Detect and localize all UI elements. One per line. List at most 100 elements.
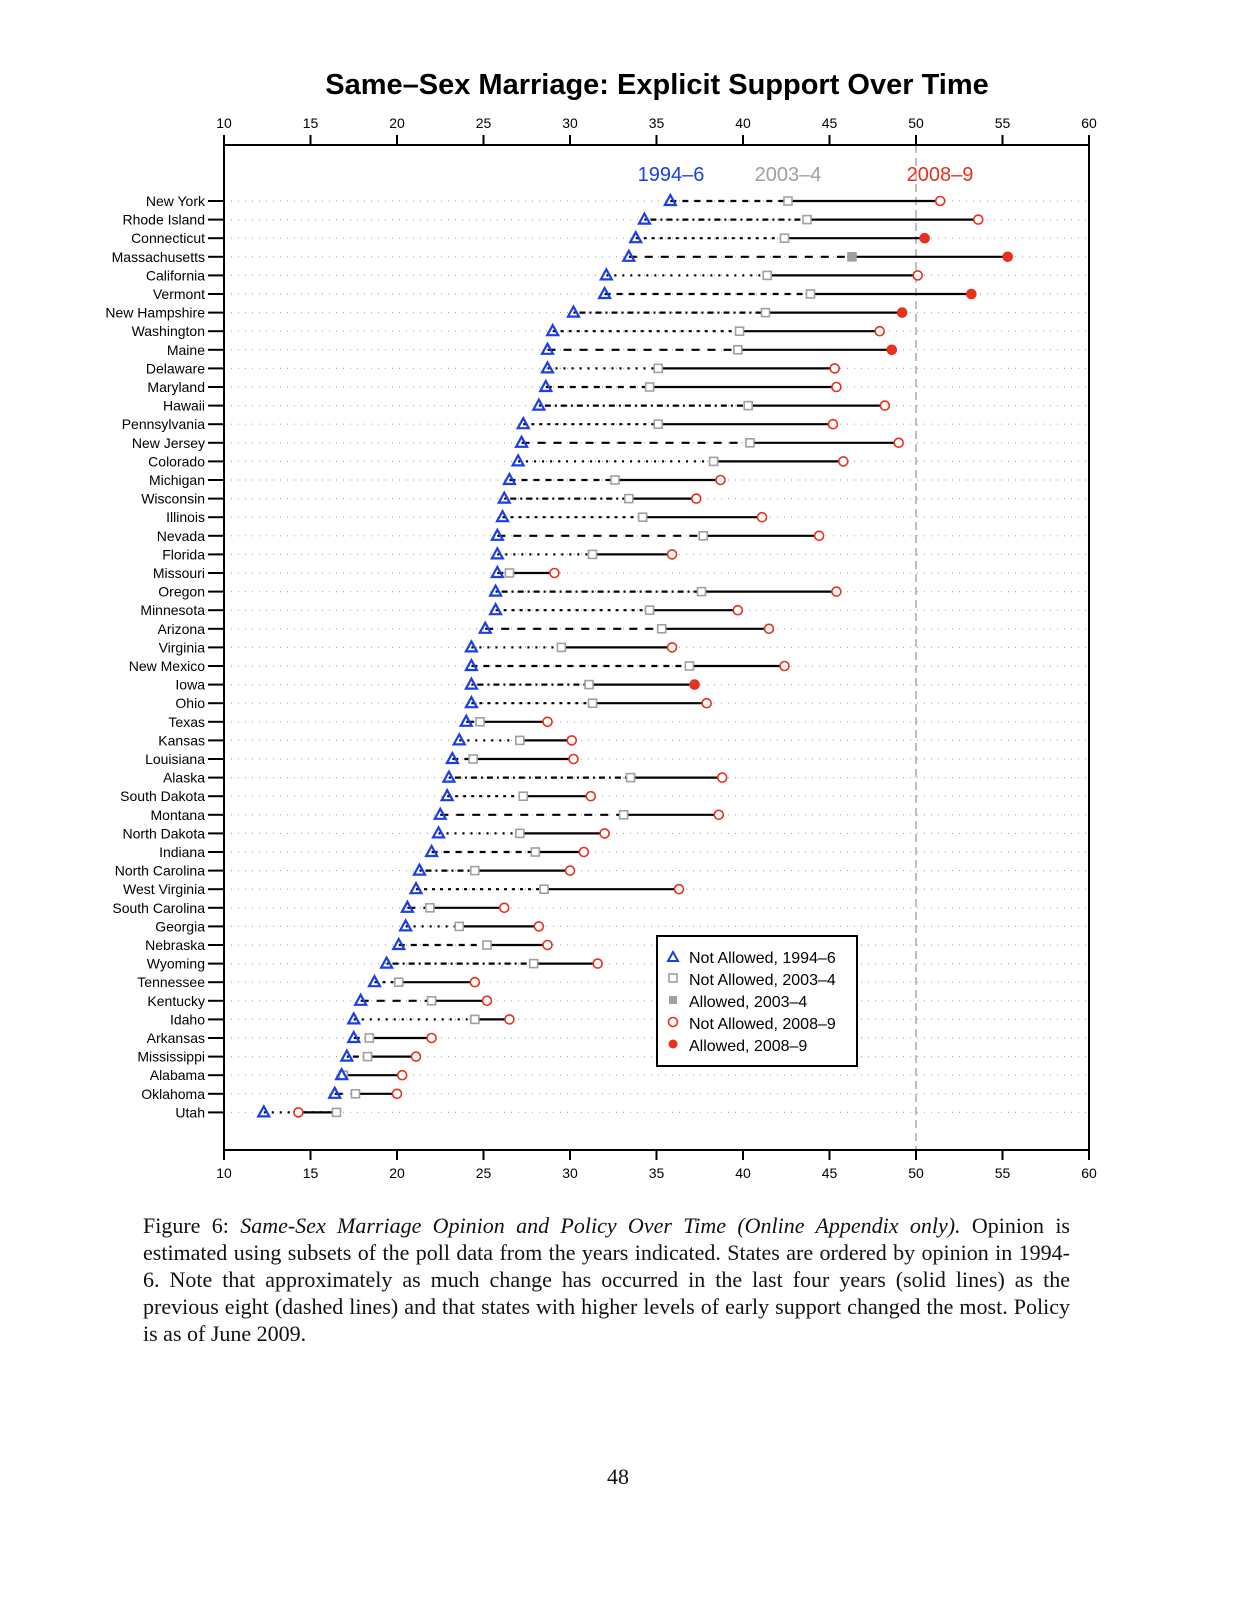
point-2008 bbox=[566, 735, 578, 746]
state-label: Connecticut bbox=[131, 230, 205, 246]
point-1994 bbox=[464, 639, 479, 653]
point-2003 bbox=[475, 716, 485, 727]
point-2008 bbox=[831, 586, 842, 597]
point-1994 bbox=[489, 527, 505, 541]
point-2008 bbox=[966, 288, 977, 300]
point-2008 bbox=[481, 995, 493, 1007]
point-1994 bbox=[334, 1066, 350, 1081]
legend: Not Allowed, 1994–6 Not Allowed, 2003–4 … bbox=[656, 935, 858, 1067]
point-1994 bbox=[412, 862, 427, 876]
x-tick-label-top: 55 bbox=[995, 115, 1011, 131]
point-2003 bbox=[528, 958, 539, 969]
state-label: New York bbox=[146, 193, 206, 209]
point-2008 bbox=[732, 604, 744, 616]
state-label: North Carolina bbox=[115, 863, 205, 879]
point-2008 bbox=[879, 400, 891, 411]
point-2003 bbox=[653, 419, 664, 430]
point-2003 bbox=[656, 623, 667, 634]
x-tick-label-top: 40 bbox=[735, 115, 751, 131]
point-2008 bbox=[701, 697, 712, 709]
legend-filled-square-icon bbox=[669, 996, 677, 1004]
point-2008 bbox=[498, 902, 510, 914]
point-1994 bbox=[515, 415, 531, 430]
state-label: Illinois bbox=[166, 509, 205, 525]
caption-body: Opinion is estimated using subsets of th… bbox=[143, 1213, 1070, 1346]
point-2003 bbox=[350, 1089, 361, 1099]
point-1994 bbox=[540, 341, 555, 355]
point-1994 bbox=[327, 1085, 343, 1099]
point-2003 bbox=[587, 549, 598, 560]
point-2003 bbox=[587, 698, 598, 709]
point-1994 bbox=[510, 453, 526, 467]
point-1994 bbox=[597, 285, 612, 300]
x-tick-label-top: 20 bbox=[389, 115, 405, 131]
point-1994 bbox=[488, 583, 503, 597]
point-2003 bbox=[468, 754, 478, 764]
x-tick-label-bottom: 60 bbox=[1081, 1165, 1097, 1181]
point-2003 bbox=[783, 196, 793, 206]
point-2003 bbox=[584, 679, 594, 690]
x-tick-label-bottom: 30 bbox=[562, 1165, 578, 1181]
point-2003 bbox=[762, 270, 773, 281]
state-label: Nevada bbox=[157, 528, 205, 544]
state-label: Vermont bbox=[153, 286, 205, 302]
point-2008 bbox=[1002, 251, 1013, 263]
point-2003 bbox=[539, 884, 549, 895]
state-label: Louisiana bbox=[145, 751, 205, 767]
point-1994 bbox=[464, 694, 479, 709]
point-1994 bbox=[398, 918, 414, 932]
point-1994 bbox=[424, 843, 439, 858]
point-2003 bbox=[637, 512, 648, 523]
point-2003 bbox=[331, 1107, 342, 1118]
data-marks bbox=[256, 192, 1013, 1118]
chart-title: Same–Sex Marriage: Explicit Support Over… bbox=[325, 69, 989, 101]
point-2008 bbox=[756, 511, 768, 523]
period-label-2003: 2003–4 bbox=[755, 164, 822, 186]
legend-label: Not Allowed, 2008–9 bbox=[689, 1016, 836, 1033]
point-2003 bbox=[504, 568, 515, 578]
state-label: Delaware bbox=[146, 360, 205, 376]
point-2008 bbox=[666, 642, 678, 653]
state-label: Minnesota bbox=[140, 602, 205, 618]
point-2008 bbox=[549, 567, 560, 579]
point-2008 bbox=[542, 939, 553, 951]
point-1994 bbox=[256, 1104, 272, 1118]
point-1994 bbox=[408, 880, 424, 895]
point-2008 bbox=[673, 883, 685, 895]
point-1994 bbox=[489, 564, 505, 579]
point-1994 bbox=[566, 304, 581, 318]
x-tick-label-top: 50 bbox=[908, 115, 924, 131]
point-2003 bbox=[847, 252, 857, 262]
point-1994 bbox=[628, 229, 644, 244]
point-2003 bbox=[610, 475, 620, 485]
caption-title: Same-Sex Marriage Opinion and Policy Ove… bbox=[240, 1213, 961, 1238]
point-2003 bbox=[733, 344, 743, 355]
state-label: Ohio bbox=[175, 695, 205, 711]
point-1994 bbox=[431, 825, 446, 839]
x-tick-label-top: 30 bbox=[562, 115, 578, 131]
point-2008 bbox=[599, 828, 610, 839]
x-tick-label-bottom: 25 bbox=[476, 1165, 492, 1181]
point-2003 bbox=[644, 605, 655, 616]
legend-open-square-icon bbox=[668, 973, 678, 983]
state-label: Nebraska bbox=[145, 937, 205, 953]
state-label: Hawaii bbox=[163, 398, 205, 414]
point-2008 bbox=[426, 1032, 437, 1044]
point-2003 bbox=[805, 289, 816, 299]
legend-box bbox=[656, 935, 858, 1067]
state-label: Maryland bbox=[147, 379, 205, 395]
point-2003 bbox=[454, 921, 465, 932]
point-1994 bbox=[538, 378, 554, 393]
point-1994 bbox=[598, 267, 614, 281]
point-1994 bbox=[353, 992, 369, 1006]
point-2008 bbox=[666, 549, 678, 560]
point-2008 bbox=[564, 865, 576, 876]
x-tick-label-bottom: 15 bbox=[303, 1165, 319, 1181]
state-label: Tennessee bbox=[137, 974, 205, 990]
x-axes: 10 10 15 15 20 20 25 25 30 30 35 35 40 40 45 45 50 50 55 55… bbox=[216, 115, 1097, 1181]
state-label: Idaho bbox=[170, 1011, 205, 1027]
point-2008 bbox=[972, 214, 984, 225]
point-2008 bbox=[874, 325, 885, 337]
point-1994 bbox=[477, 620, 493, 634]
point-2003 bbox=[470, 1014, 480, 1025]
